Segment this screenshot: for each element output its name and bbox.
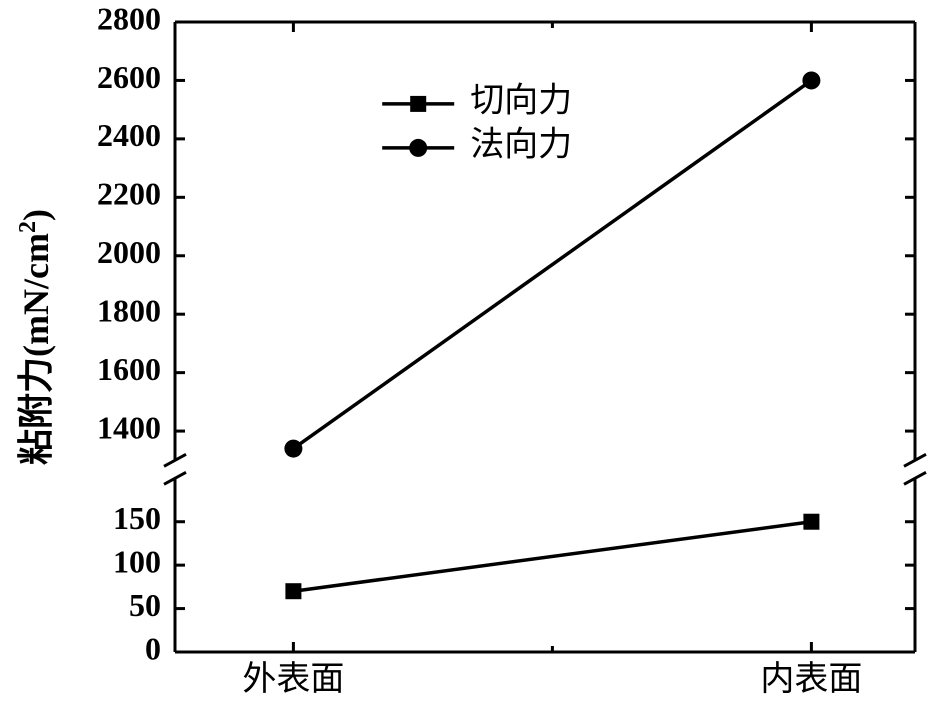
x-category-label: 内表面 — [760, 660, 862, 698]
y-tick-label: 1600 — [97, 351, 161, 387]
adhesion-chart: 0 50 100 150 1400 1600 1800 2000 2200 2400 2600 280… — [0, 0, 947, 704]
legend-label: 法向力 — [470, 126, 572, 164]
y-tick-label: 1800 — [97, 293, 161, 329]
marker-circle — [409, 139, 427, 157]
y-tick-label: 0 — [145, 630, 161, 666]
y-axis-label: 粘附力(mN/cm2) — [15, 209, 56, 465]
x-category-label: 外表面 — [242, 660, 344, 698]
y-tick-label: 2800 — [97, 0, 161, 36]
y-tick-label: 50 — [129, 587, 161, 623]
y-tick-label: 2000 — [97, 234, 161, 270]
marker-square — [803, 514, 819, 530]
marker-circle — [802, 71, 820, 89]
series-line — [293, 522, 811, 591]
y-tick-label: 2600 — [97, 59, 161, 95]
legend-label: 切向力 — [470, 82, 572, 120]
y-tick-label: 150 — [113, 500, 161, 536]
marker-square — [285, 583, 301, 599]
marker-circle — [284, 440, 302, 458]
y-tick-label: 2400 — [97, 117, 161, 153]
y-tick-label: 2200 — [97, 176, 161, 212]
marker-square — [410, 96, 426, 112]
y-tick-label: 100 — [113, 543, 161, 579]
y-tick-label: 1400 — [97, 409, 161, 445]
